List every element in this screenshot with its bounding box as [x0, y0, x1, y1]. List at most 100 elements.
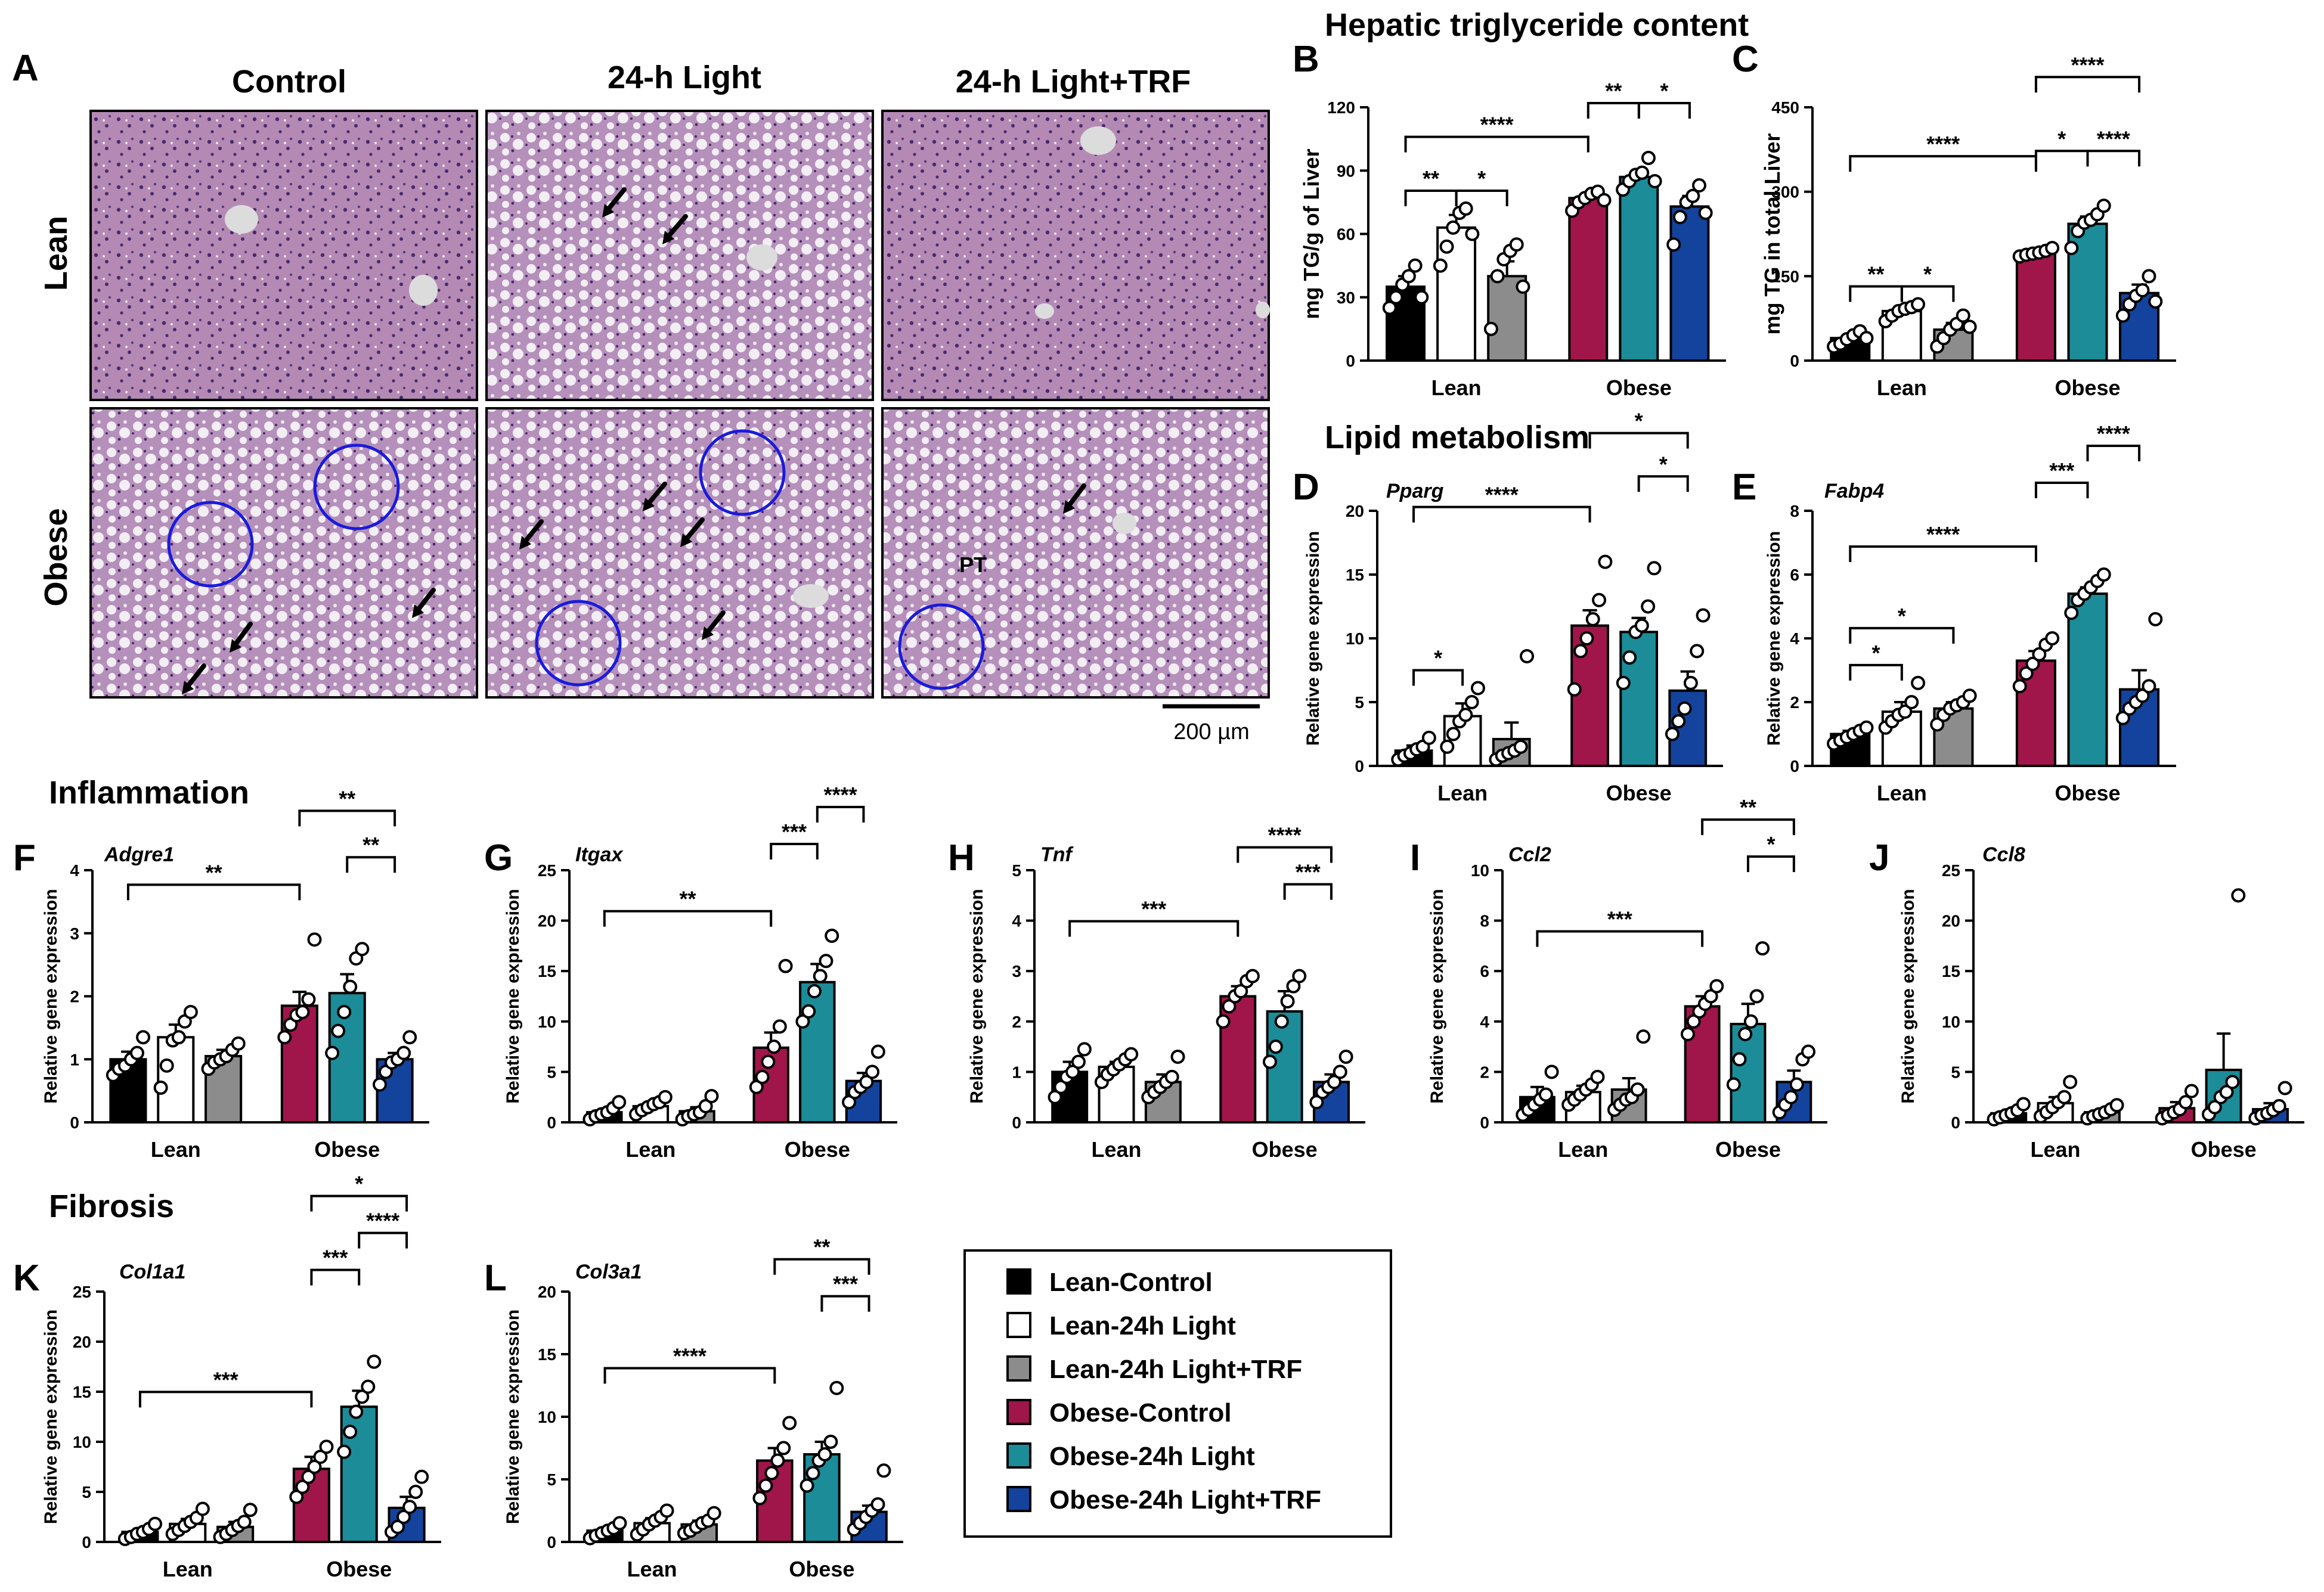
data-point-lean-control [1389, 290, 1403, 305]
data-point-obese-control [758, 1478, 773, 1493]
data-point-obese-24h-light [1268, 1039, 1283, 1054]
data-point-obese-control [782, 1416, 797, 1430]
panel-label-h: H [948, 837, 975, 879]
arrowhead [1063, 500, 1075, 514]
significance-stars: ** [813, 1235, 830, 1259]
significance-bracket [2086, 445, 2141, 461]
data-point-obese-24h-light-trf [1672, 210, 1687, 225]
arrow-icon [414, 588, 436, 615]
y-axis-label: Relative gene expression [1764, 531, 1784, 746]
data-point-lean-24h-light [1465, 226, 1480, 241]
legend-label-obese-control: Obese-Control [1049, 1398, 1232, 1427]
data-point-obese-24h-light [2096, 198, 2111, 213]
significance-bracket [1637, 102, 1691, 119]
y-tick-label: 20 [538, 912, 556, 930]
data-point-lean-24h-light [1898, 705, 1913, 719]
x-group-label-lean: Lean [1431, 375, 1482, 400]
data-point-lean-24h-light-trf [707, 1506, 721, 1520]
data-point-lean-24h-light-trf [231, 1036, 246, 1051]
data-point-obese-24h-light [1647, 173, 1662, 188]
bar-obese-24h-light [799, 980, 836, 1124]
data-point-lean-control [1053, 1079, 1068, 1094]
data-point-lean-24h-light [1470, 681, 1485, 696]
arrow-icon [604, 187, 627, 214]
vein [1035, 303, 1054, 319]
data-point-obese-24h-light-trf [402, 1030, 417, 1045]
y-tick-label: 4 [1790, 629, 1799, 648]
data-point-obese-24h-light-trf [2115, 710, 2130, 725]
data-point-obese-control [2045, 241, 2060, 256]
y-tick-label: 1 [70, 1050, 79, 1069]
data-point-obese-control [2025, 656, 2040, 671]
data-point-obese-24h-light [2064, 241, 2079, 256]
data-point-obese-control [1579, 631, 1594, 646]
y-axis-label: Relative gene expression [967, 889, 987, 1103]
significance-bracket [346, 856, 396, 873]
significance-bracket [1404, 190, 1458, 206]
y-tick-label: 5 [82, 1483, 91, 1501]
steatosis-circle [535, 600, 622, 687]
data-point-lean-24h-light [171, 1030, 186, 1045]
data-point-obese-24h-light-trf [402, 1500, 417, 1515]
significance-bracket [1747, 855, 1795, 873]
data-point-lean-control [1408, 258, 1423, 273]
legend-swatch-lean-control [1006, 1268, 1031, 1295]
steatosis-circles [167, 429, 985, 690]
significance-bracket [1536, 930, 1704, 947]
y-tick-label: 2 [1790, 693, 1799, 712]
scale-bar-label: 200 µm [1173, 719, 1250, 744]
histology-lean-24h-light-trf [881, 110, 1270, 401]
y-tick-label: 0 [1790, 352, 1799, 370]
data-point-obese-24h-light [1755, 941, 1770, 956]
data-point-obese-control [295, 1004, 310, 1019]
data-point-lean-24h-light [1446, 727, 1461, 741]
y-tick-label: 15 [538, 962, 556, 980]
y-tick-label: 6 [1790, 566, 1799, 584]
vein [1113, 513, 1136, 534]
significance-bracket [1849, 155, 2037, 172]
significance-bracket [603, 1367, 776, 1384]
data-point-obese-24h-light-trf [396, 1510, 411, 1524]
data-point-lean-control [136, 1030, 151, 1045]
y-axis-label: Relative gene expression [503, 1309, 523, 1524]
gene-name-ccl2: Ccl2 [1508, 843, 1551, 866]
vein [1256, 302, 1270, 318]
data-point-obese-24h-light [1641, 151, 1656, 165]
data-point-obese-control [2012, 679, 2027, 694]
data-point-lean-24h-light [1439, 239, 1454, 254]
data-point-obese-24h-light-trf [1333, 1065, 1347, 1079]
gene-name-adgre1: Adgre1 [104, 843, 174, 866]
histology-lean-control [89, 110, 478, 401]
data-point-obese-24h-light [1292, 969, 1307, 983]
data-point-obese-24h-light-trf [391, 1519, 405, 1534]
data-point-obese-control [1234, 984, 1248, 999]
data-point-obese-24h-light [1634, 618, 1649, 633]
gene-name-pparg: Pparg [1386, 480, 1444, 502]
significance-stars: ** [1605, 79, 1622, 103]
data-point-lean-control [1859, 331, 1874, 346]
data-point-obese-24h-light-trf [1696, 608, 1711, 623]
y-tick-label: 0 [1951, 1113, 1960, 1132]
legend-label-lean-24h-light: Lean-24h Light [1049, 1311, 1236, 1340]
y-tick-label: 2 [1012, 1013, 1021, 1031]
y-tick-label: 3 [70, 924, 79, 943]
gene-name-fabp4: Fabp4 [1824, 480, 1884, 502]
data-point-lean-24h-light-trf [1490, 269, 1505, 284]
data-point-obese-24h-light [367, 1354, 382, 1369]
y-tick-label: 0 [547, 1533, 556, 1551]
data-point-lean-24h-light [2057, 1090, 2072, 1104]
data-point-lean-24h-light-trf [1930, 717, 1945, 732]
y-axis-label: Relative gene expression [41, 889, 61, 1103]
data-point-obese-24h-light [2096, 567, 2111, 582]
data-point-obese-24h-light-trf [1665, 727, 1680, 741]
x-group-label-lean: Lean [1877, 375, 1927, 400]
significance-stars: * [1767, 832, 1775, 856]
significance-stars: **** [2071, 52, 2104, 77]
data-point-obese-24h-light [1280, 994, 1295, 1008]
significance-stars: ** [339, 786, 355, 811]
data-point-lean-24h-light [1911, 675, 1926, 690]
significance-stars: **** [1485, 483, 1519, 507]
data-point-lean-24h-light [2063, 1075, 2078, 1090]
data-point-obese-24h-light [2225, 1075, 2240, 1090]
